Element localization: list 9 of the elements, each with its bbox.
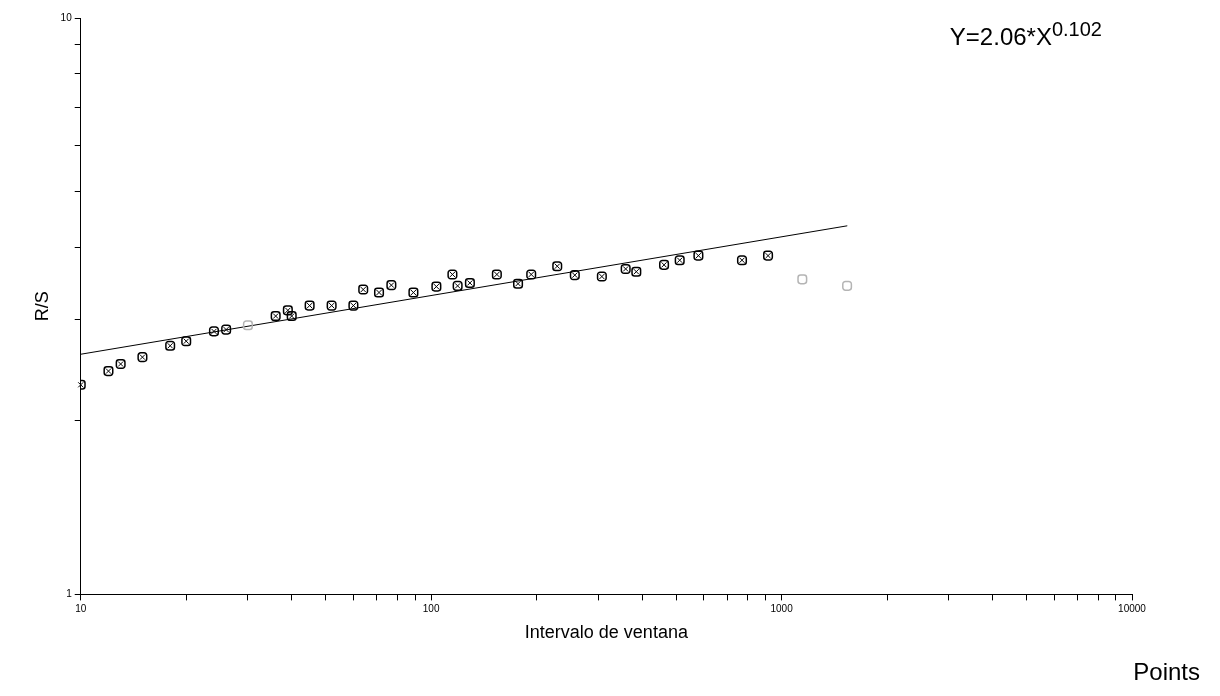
x-tick-label: 10 [75,603,87,615]
y-tick-label: 1 [66,588,73,600]
x-tick-label: 100 [422,603,440,615]
x-axis-title: Intervalo de ventana [524,622,689,643]
annotation: Y=2.06*X$^{0.102}$ [949,18,1102,51]
text: Points [1133,658,1200,686]
y-axis-title: R/S [31,291,52,322]
x-tick-label: 1000 [770,603,794,615]
x-tick-label: 10000 [1118,603,1147,615]
